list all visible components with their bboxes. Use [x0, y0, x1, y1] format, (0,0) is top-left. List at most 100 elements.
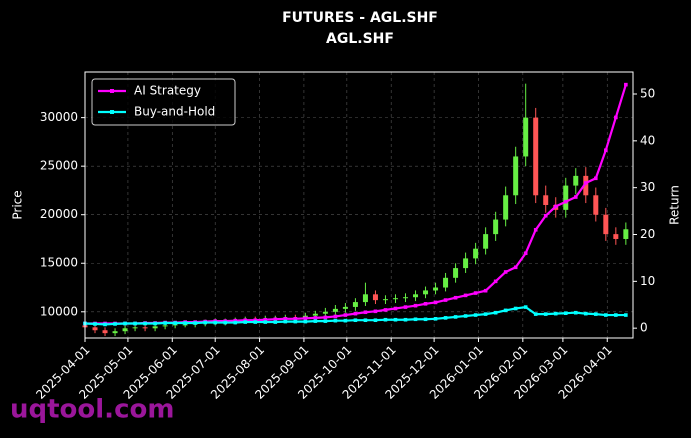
line-marker — [373, 309, 378, 314]
candle-body — [583, 175, 589, 196]
line-marker — [403, 305, 408, 309]
line-marker — [604, 148, 608, 153]
line-marker — [243, 318, 248, 323]
line-marker — [433, 316, 438, 321]
line-marker — [483, 312, 488, 316]
line-marker — [343, 313, 348, 317]
line-marker — [553, 311, 558, 316]
candle-body — [483, 234, 489, 249]
line-marker — [223, 320, 228, 325]
line-marker — [333, 318, 338, 323]
candle-body — [473, 248, 479, 259]
line-marker — [303, 316, 308, 321]
candle-body — [342, 306, 348, 309]
line-marker — [443, 316, 448, 320]
candle-body — [533, 117, 539, 196]
line-marker — [513, 306, 518, 311]
line-marker — [163, 321, 167, 325]
line-marker — [363, 318, 368, 323]
line-marker — [563, 199, 568, 204]
candle-body — [362, 294, 368, 303]
line-marker — [373, 318, 378, 323]
line-marker — [323, 319, 328, 323]
candle-body — [543, 195, 549, 205]
legend-label: Buy-and-Hold — [134, 105, 215, 119]
candle-body — [112, 331, 118, 334]
candle-body — [423, 290, 429, 295]
line-marker — [443, 298, 448, 302]
line-marker — [503, 308, 508, 313]
line-marker — [313, 316, 318, 320]
candle-body — [593, 195, 599, 215]
line-marker — [203, 320, 207, 325]
candle-body — [382, 299, 388, 301]
legend-box — [91, 78, 236, 126]
y2-tick-label: 30 — [640, 180, 655, 194]
y2-tick-label: 40 — [640, 133, 655, 147]
y-tick-label: 30000 — [40, 110, 78, 124]
y-tick-label: 25000 — [40, 159, 78, 173]
line-marker — [393, 317, 398, 322]
line-marker — [293, 319, 298, 324]
line-marker — [533, 312, 538, 316]
line-marker — [383, 317, 388, 322]
line-marker — [473, 291, 478, 295]
line-marker — [353, 318, 358, 323]
line-marker — [233, 320, 238, 325]
line-marker — [523, 251, 528, 256]
line-marker — [614, 313, 618, 317]
candle-body — [392, 298, 398, 300]
plot-frame — [84, 71, 634, 339]
line-marker — [303, 319, 308, 324]
line-marker — [453, 315, 458, 319]
candle-body — [182, 324, 188, 326]
line-marker — [93, 322, 97, 326]
y2-tick-label: 10 — [640, 274, 655, 288]
line-marker — [383, 308, 388, 312]
line-marker — [423, 302, 428, 306]
line-marker — [363, 310, 368, 315]
candle-body — [573, 175, 579, 186]
candle-body — [613, 234, 619, 239]
y2-tick-label: 20 — [640, 227, 655, 241]
candle-body — [413, 294, 419, 298]
line-marker — [583, 181, 588, 185]
candle-body — [453, 268, 459, 278]
line-marker — [593, 176, 598, 181]
line-marker — [103, 322, 107, 327]
line-marker — [503, 270, 508, 274]
line-marker — [113, 322, 117, 326]
line-marker — [263, 320, 268, 324]
candle-body — [152, 326, 158, 329]
legend-marker — [110, 89, 114, 93]
line-marker — [263, 317, 268, 322]
candle-body — [433, 287, 439, 291]
line-marker — [593, 312, 598, 316]
y-tick-label: 20000 — [40, 207, 78, 221]
line-marker — [493, 310, 498, 315]
line-marker — [563, 311, 568, 315]
line-marker — [423, 317, 428, 322]
legend-marker — [110, 110, 114, 114]
chart-subtitle: AGL.SHF — [326, 31, 394, 47]
candle-body — [132, 327, 138, 329]
line-marker — [293, 316, 298, 321]
line-marker — [243, 320, 248, 324]
candle-body — [493, 219, 499, 235]
line-marker — [193, 321, 197, 325]
line-marker — [543, 312, 548, 316]
watermark: uqtool.com — [10, 395, 174, 425]
line-marker — [463, 293, 468, 298]
line-marker — [353, 311, 358, 316]
line-marker — [323, 315, 328, 320]
line-marker — [233, 318, 238, 323]
line-marker — [453, 295, 458, 300]
line-marker — [173, 321, 177, 325]
candle-body — [463, 258, 469, 269]
line-marker — [483, 288, 488, 293]
line-marker — [493, 279, 498, 284]
y2-axis-label: Return — [668, 185, 682, 225]
candle-body — [122, 328, 128, 332]
y-tick-label: 15000 — [40, 256, 78, 270]
